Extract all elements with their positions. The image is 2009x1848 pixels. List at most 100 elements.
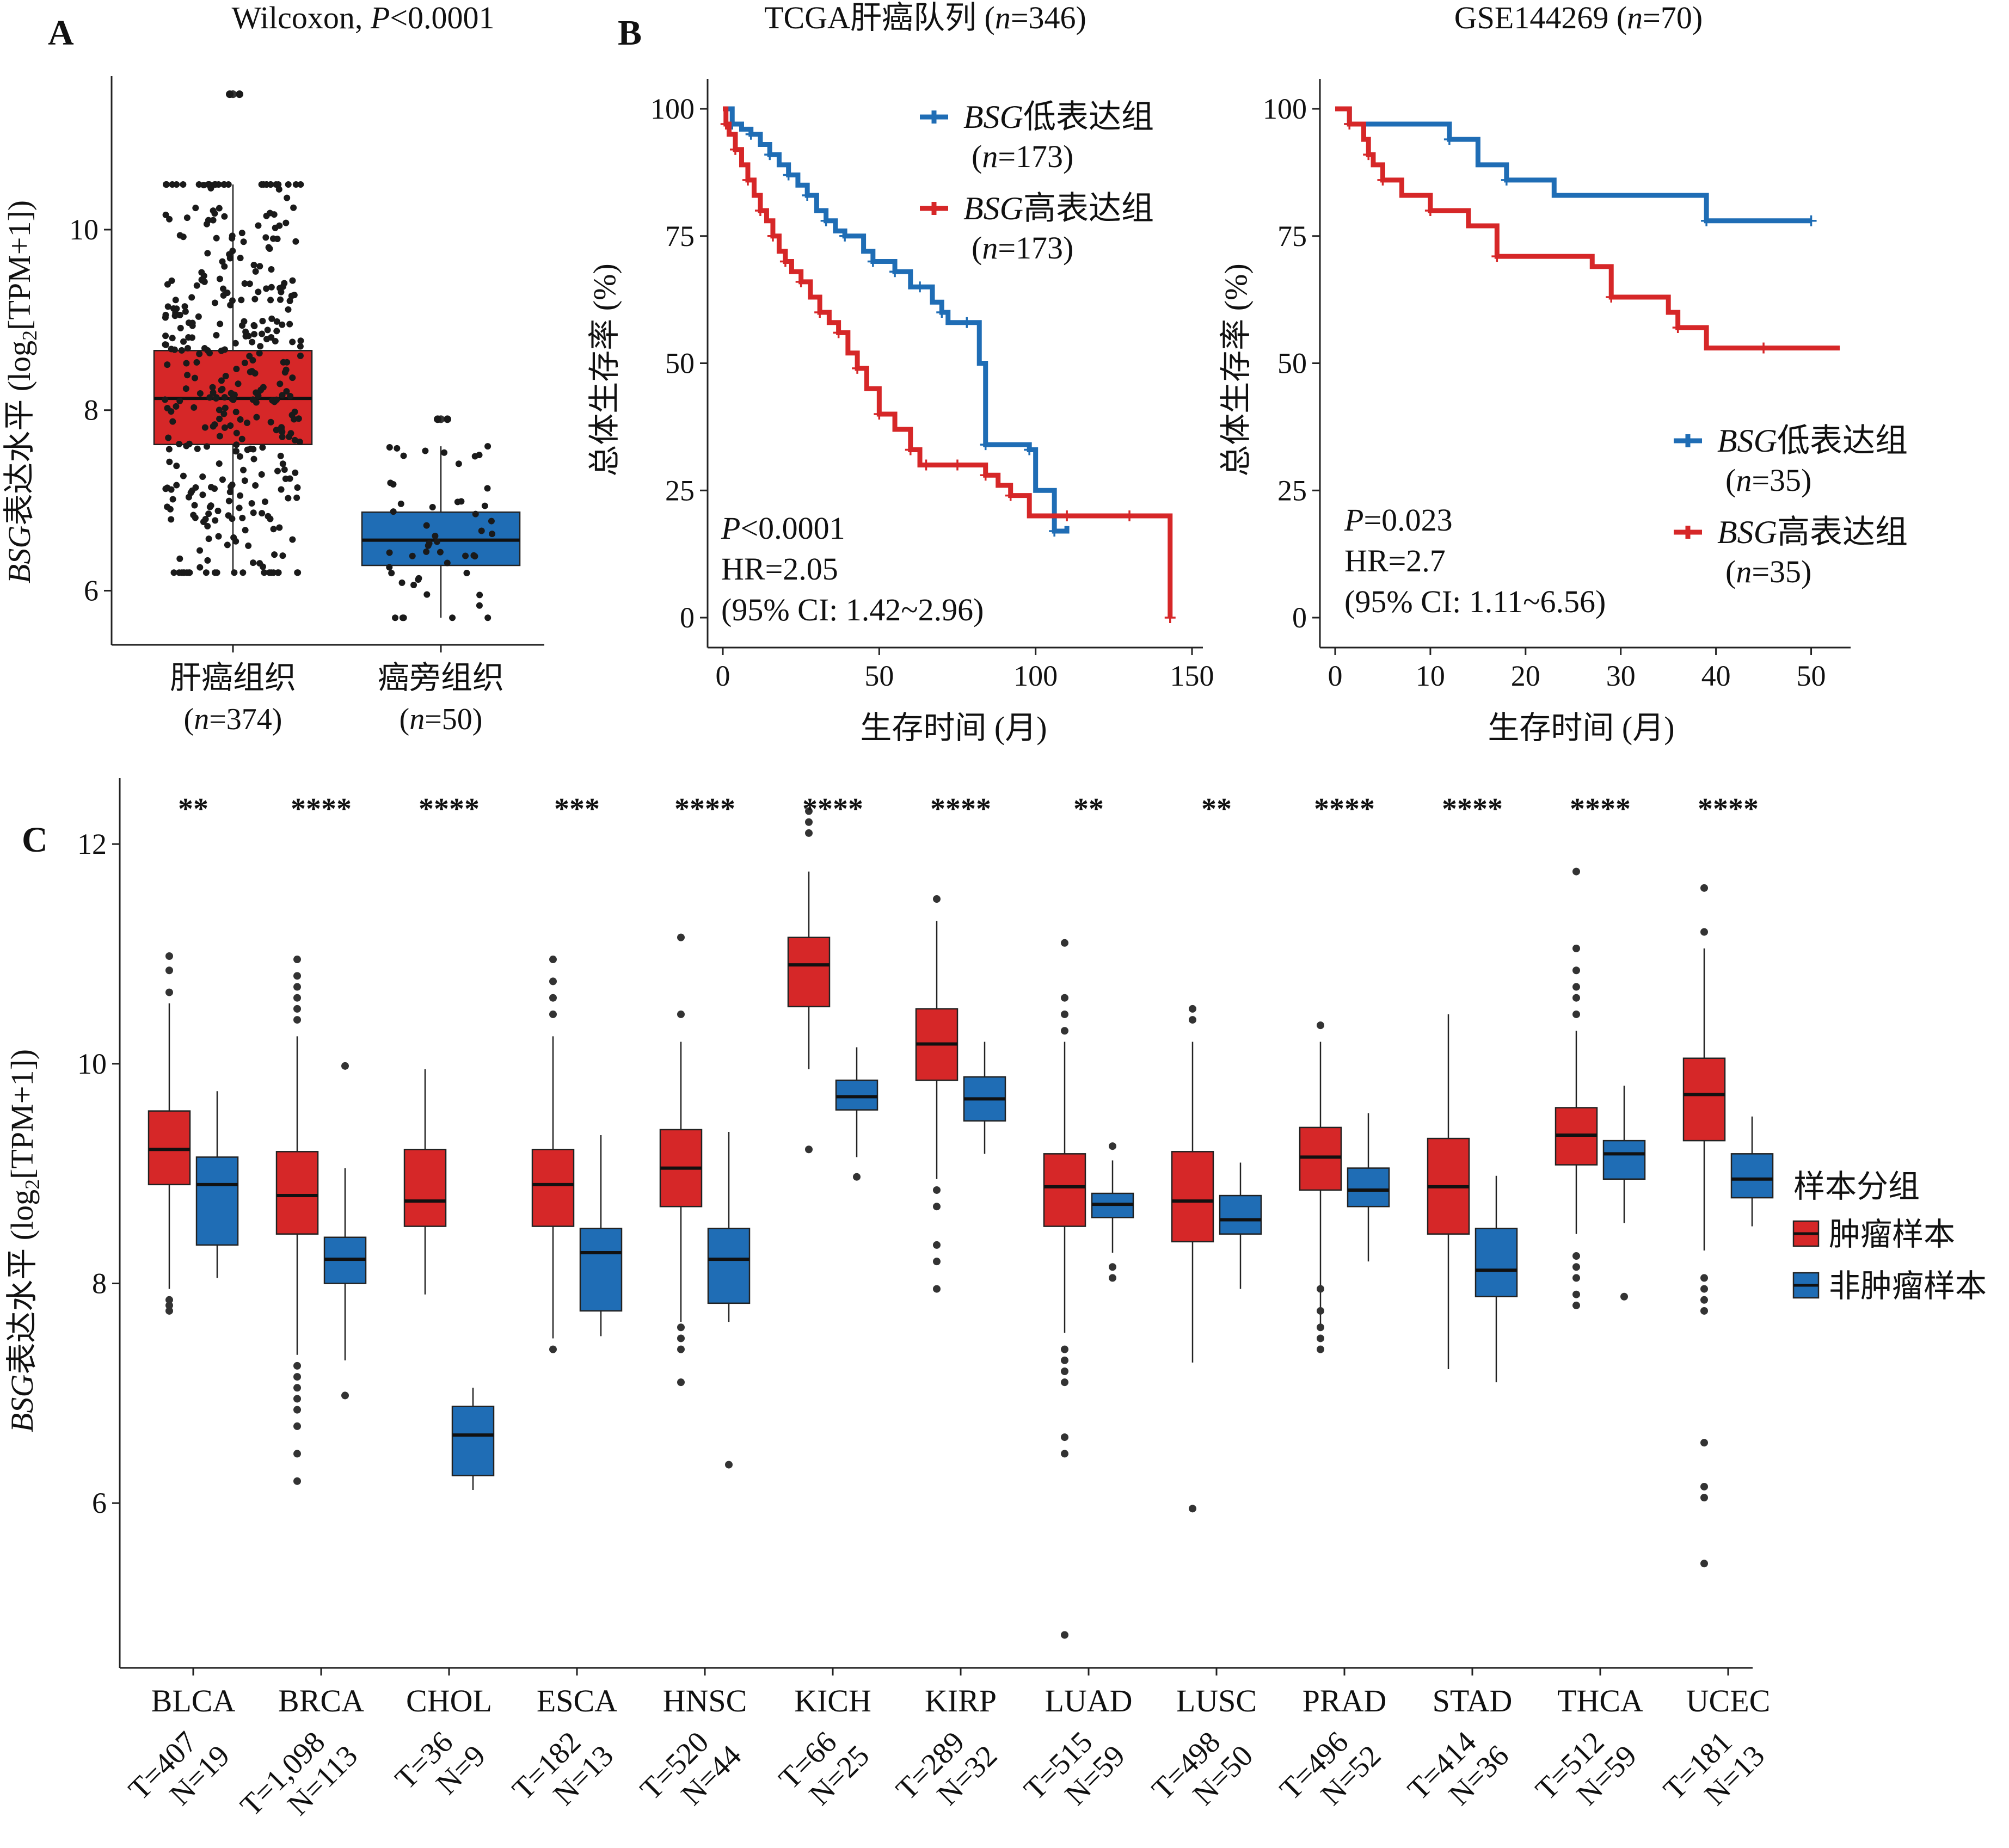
panel-a-sample-point <box>204 250 211 257</box>
panel-c-tumor-box-hnsc-outlier-point <box>677 1378 685 1387</box>
panelB2-legend-label-1: BSG低表达组 <box>1717 423 1908 459</box>
panel-a-sample-point <box>235 380 242 387</box>
panel-a-sample-point <box>188 334 195 341</box>
panelB1-series-1-censor-mark <box>783 169 794 181</box>
panel-c-y-tick-label: 8 <box>92 1267 107 1300</box>
panel-a-sample-point <box>257 343 264 350</box>
panel-a-sample-point <box>240 466 247 473</box>
panel-c-tumor-box-prad-outlier-point <box>1317 1323 1324 1332</box>
panel-c-category-label-kich: KICH <box>794 1683 871 1718</box>
panelB2-annotation-1: P=0.023 <box>1344 502 1453 538</box>
panel-c-tumor-box-thca-outlier-point <box>1572 1274 1580 1282</box>
panel-a-sample-point <box>225 497 232 504</box>
panel-a-sample-point <box>293 494 300 501</box>
panelB1-annotation-1: P<0.0001 <box>721 510 845 546</box>
panel-a-sample-point <box>243 420 250 427</box>
panel-c-significance-ucec: **** <box>1698 792 1759 826</box>
panel-c-tumor-box-brca-outlier-point <box>293 972 301 980</box>
panel-a-sample-point <box>237 255 244 262</box>
panel-a-sample-point <box>256 560 263 567</box>
panel-a-sample-point <box>266 569 273 576</box>
panel-a-sample-point <box>191 502 198 509</box>
panel-a-sample-point <box>213 235 220 242</box>
panel-a-sample-point <box>294 569 301 576</box>
panel-a-sample-point <box>242 527 249 534</box>
panel-a-sample-point <box>162 341 169 348</box>
panelB1-series-1-line <box>723 106 1070 534</box>
panel-c-tumor-box-thca-outlier-point <box>1572 1010 1580 1018</box>
panel-c-normal-box-thca-outlier-point <box>1620 1292 1628 1301</box>
panel-a-sample-point <box>191 374 198 381</box>
panel-a-sample-point <box>194 445 201 452</box>
panelB1-x-tick-label: 150 <box>1170 660 1214 692</box>
panel-a-sample-point <box>172 297 179 304</box>
panel-a-sample-point <box>273 181 280 188</box>
panel-a-sample-point <box>278 426 285 433</box>
panel-a-sample-point <box>289 277 296 284</box>
panel-a-sample-point <box>226 489 234 496</box>
panelB1-series-1-censor-mark <box>889 266 901 278</box>
panelB1-y-tick-label: 50 <box>665 347 695 380</box>
panel-c-significance-blca: ** <box>178 792 208 826</box>
panel-a-sample-point <box>273 328 280 335</box>
panelB1-series-2-censor-mark <box>779 256 791 267</box>
panel-c-tumor-box-ucec-outlier-point <box>1700 1482 1708 1490</box>
panel-a-sample-point <box>162 181 169 188</box>
panel-a-sample-point <box>222 404 229 411</box>
panelB2-series-2-censor-mark <box>1491 251 1503 262</box>
panel-a-sample-point <box>441 449 448 456</box>
panel-a-sample-point <box>284 194 291 201</box>
panel-a-sample-point <box>481 502 488 509</box>
panel-a-y-tick-label: 10 <box>69 213 99 246</box>
panel-a-sample-point <box>238 297 245 304</box>
panel-a-sample-point <box>282 366 290 373</box>
panelB2-legend-swatch-1 <box>1674 434 1702 447</box>
panel-a-sample-point <box>429 503 436 510</box>
panel-c-significance-thca: **** <box>1570 792 1631 826</box>
panelB1-x-tick-label: 50 <box>864 660 894 692</box>
panel-a-sample-point <box>213 332 220 339</box>
panel-a-sample-point <box>246 353 253 360</box>
panel-a-sample-point <box>195 313 202 320</box>
panel-c-tumor-box-thca-outlier-point <box>1572 1263 1580 1271</box>
panel-a-sample-point <box>229 232 236 239</box>
panel-a-sample-point <box>397 500 404 507</box>
panel-c-significance-brca: **** <box>291 792 352 826</box>
panel-a-sample-point <box>221 394 228 401</box>
panel-a-sample-point <box>287 392 294 399</box>
panel-a-sample-point <box>239 514 246 521</box>
panel-a-sample-point <box>269 235 277 242</box>
panelB1-series-1-censor-mark <box>802 189 813 201</box>
panel-a-sample-point <box>210 423 217 430</box>
panel-a-boxplot: Wilcoxon, P<0.0001 BSG表达水平 (log2[TPM+1])… <box>2 0 544 736</box>
panel-a-sample-point <box>255 288 262 295</box>
panel-a-sample-point <box>423 522 430 529</box>
panel-a-sample-point <box>250 261 257 268</box>
panel-a-sample-point <box>212 517 219 524</box>
panel-c-tumor-box-blca-outlier-point <box>165 1296 173 1304</box>
panelB1-series-1-censor-mark <box>1024 444 1035 455</box>
panel-c-significance-luad: ** <box>1073 792 1104 826</box>
panel-a-sample-point <box>224 541 231 549</box>
panel-c-ylabel: BSG表达水平 (log2[TPM+1]) <box>4 1049 44 1432</box>
panel-c-tumor-box-brca-outlier-point <box>293 1373 301 1381</box>
panel-c-tumor-box-ucec-outlier-point <box>1700 1296 1708 1304</box>
panel-a-sample-point <box>232 538 239 545</box>
panel-a-title: Wilcoxon, P<0.0001 <box>231 0 494 35</box>
panel-a-sample-point <box>168 277 175 284</box>
panelB1-series-2-censor-mark <box>952 459 963 471</box>
panel-a-sample-point <box>204 557 211 564</box>
panel-a-sample-point <box>289 536 296 543</box>
panel-c-category-label-thca: THCA <box>1557 1683 1643 1718</box>
panelB1-y-tick-label: 0 <box>680 601 695 634</box>
panel-a-sample-point <box>437 549 444 556</box>
panel-a-sample-point <box>297 337 304 344</box>
panel-a-sample-point <box>216 415 223 422</box>
panel-a-sample-point <box>294 484 301 491</box>
panel-c-tumor-box-esca-outlier-point <box>549 956 557 964</box>
panel-c-tumor-box-prad-outlier-point <box>1317 1307 1324 1315</box>
panel-b1-xlabel: 生存时间 (月) <box>860 710 1047 746</box>
panel-c-tumor-box-kich-box <box>787 937 831 1008</box>
panel-a-sample-point <box>476 602 483 609</box>
panel-a-sample-point <box>472 510 479 518</box>
